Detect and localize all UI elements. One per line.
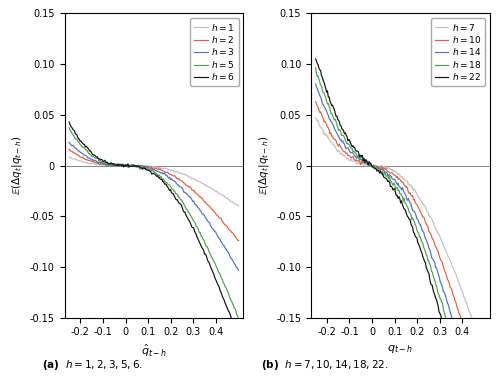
$h = 7$ [358, 162, 364, 167]
Line: $h = 3$: $h = 3$ [69, 142, 239, 270]
Y-axis label: $\mathbb{E}\left(\Delta q_t | q_{t-h}\right)$: $\mathbb{E}\left(\Delta q_t | q_{t-h}\ri… [257, 136, 271, 195]
Legend: $h = 1$, $h = 2$, $h = 3$, $h = 5$, $h = 6$: $h = 1$, $h = 2$, $h = 3$, $h = 5$, $h =… [190, 18, 239, 85]
$h = 5$ [221, 281, 227, 286]
$h = 6$ [73, 132, 79, 137]
$h = 14$ [313, 82, 319, 87]
$h = 14$ [320, 102, 326, 106]
$h = 22$ [313, 57, 319, 61]
Line: $h = 6$: $h = 6$ [69, 122, 239, 338]
Line: $h = 7$: $h = 7$ [316, 118, 485, 354]
$h = 7$ [468, 312, 474, 317]
$h = 7$ [313, 116, 319, 121]
$h = 5$ [227, 296, 233, 300]
$h = 10$ [358, 162, 364, 167]
$h = 7$ [323, 133, 329, 138]
$h = 6$ [227, 312, 233, 317]
$h = 6$ [221, 298, 227, 302]
$h = 5$ [98, 159, 104, 164]
$h = 7$ [474, 327, 480, 332]
$h = 14$ [323, 107, 329, 112]
Text: $\mathbf{(a)}$  $h = 1, 2, 3, 5, 6.$: $\mathbf{(a)}$ $h = 1, 2, 3, 5, 6.$ [42, 358, 143, 372]
Line: $h = 1$: $h = 1$ [69, 157, 239, 206]
$h = 6$ [111, 162, 117, 167]
$h = 7$ [482, 352, 488, 356]
$h = 1$ [221, 194, 227, 198]
$h = 7$ [344, 157, 350, 161]
$h = 1$ [98, 162, 104, 166]
$h = 3$ [66, 140, 72, 145]
$h = 5$ [66, 126, 72, 130]
$h = 6$ [236, 335, 242, 340]
$h = 2$ [66, 147, 72, 152]
$h = 2$ [98, 162, 104, 166]
Line: $h = 18$: $h = 18$ [316, 68, 485, 385]
$h = 14$ [468, 381, 474, 385]
$h = 1$ [73, 157, 79, 162]
$h = 18$ [323, 95, 329, 100]
$h = 18$ [344, 142, 350, 146]
Legend: $h = 7$, $h = 10$, $h = 14$, $h = 18$, $h = 22$: $h = 7$, $h = 10$, $h = 14$, $h = 18$, $… [431, 18, 485, 85]
$h = 5$ [77, 141, 83, 146]
$h = 2$ [73, 152, 79, 157]
$h = 3$ [73, 146, 79, 151]
$h = 3$ [236, 268, 242, 272]
$h = 1$ [77, 159, 83, 163]
$h = 2$ [227, 228, 233, 233]
$h = 2$ [221, 221, 227, 226]
$h = 2$ [77, 154, 83, 159]
$h = 6$ [66, 120, 72, 124]
$h = 3$ [221, 244, 227, 248]
$h = 3$ [111, 163, 117, 168]
$h = 22$ [344, 134, 350, 139]
$h = 10$ [313, 99, 319, 104]
$h = 5$ [111, 161, 117, 166]
$h = 2$ [236, 238, 242, 243]
Line: $h = 10$: $h = 10$ [316, 102, 485, 385]
$h = 10$ [323, 121, 329, 125]
$h = 14$ [358, 157, 364, 162]
$h = 7$ [320, 127, 326, 132]
$h = 2$ [111, 163, 117, 167]
$h = 1$ [236, 204, 242, 208]
$h = 3$ [98, 161, 104, 166]
Text: $\mathbf{(b)}$  $h = 7, 10, 14, 18, 22.$: $\mathbf{(b)}$ $h = 7, 10, 14, 18, 22.$ [261, 358, 389, 372]
$h = 3$ [227, 254, 233, 259]
Line: $h = 2$: $h = 2$ [69, 149, 239, 241]
$h = 10$ [320, 114, 326, 119]
$h = 1$ [66, 155, 72, 159]
$h = 22$ [358, 153, 364, 157]
Line: $h = 5$: $h = 5$ [69, 128, 239, 319]
$h = 10$ [344, 151, 350, 156]
$h = 1$ [111, 162, 117, 167]
X-axis label: $q_{t-h}$: $q_{t-h}$ [387, 343, 414, 355]
$h = 18$ [358, 154, 364, 159]
$h = 3$ [77, 149, 83, 154]
$h = 6$ [98, 157, 104, 162]
Line: $h = 14$: $h = 14$ [316, 84, 485, 385]
Line: $h = 22$: $h = 22$ [316, 59, 485, 385]
$h = 6$ [77, 137, 83, 142]
$h = 10$ [474, 366, 480, 371]
$h = 5$ [236, 316, 242, 321]
X-axis label: $\hat{q}_{t-h}$: $\hat{q}_{t-h}$ [141, 343, 167, 359]
$h = 14$ [344, 146, 350, 151]
$h = 5$ [73, 137, 79, 141]
Y-axis label: $\mathbb{E}\left(\Delta q_t | q_{t-h}\right)$: $\mathbb{E}\left(\Delta q_t | q_{t-h}\ri… [10, 136, 24, 195]
$h = 22$ [323, 86, 329, 91]
$h = 18$ [320, 88, 326, 92]
$h = 10$ [468, 347, 474, 352]
$h = 22$ [320, 75, 326, 79]
$h = 1$ [227, 198, 233, 203]
$h = 18$ [313, 65, 319, 70]
